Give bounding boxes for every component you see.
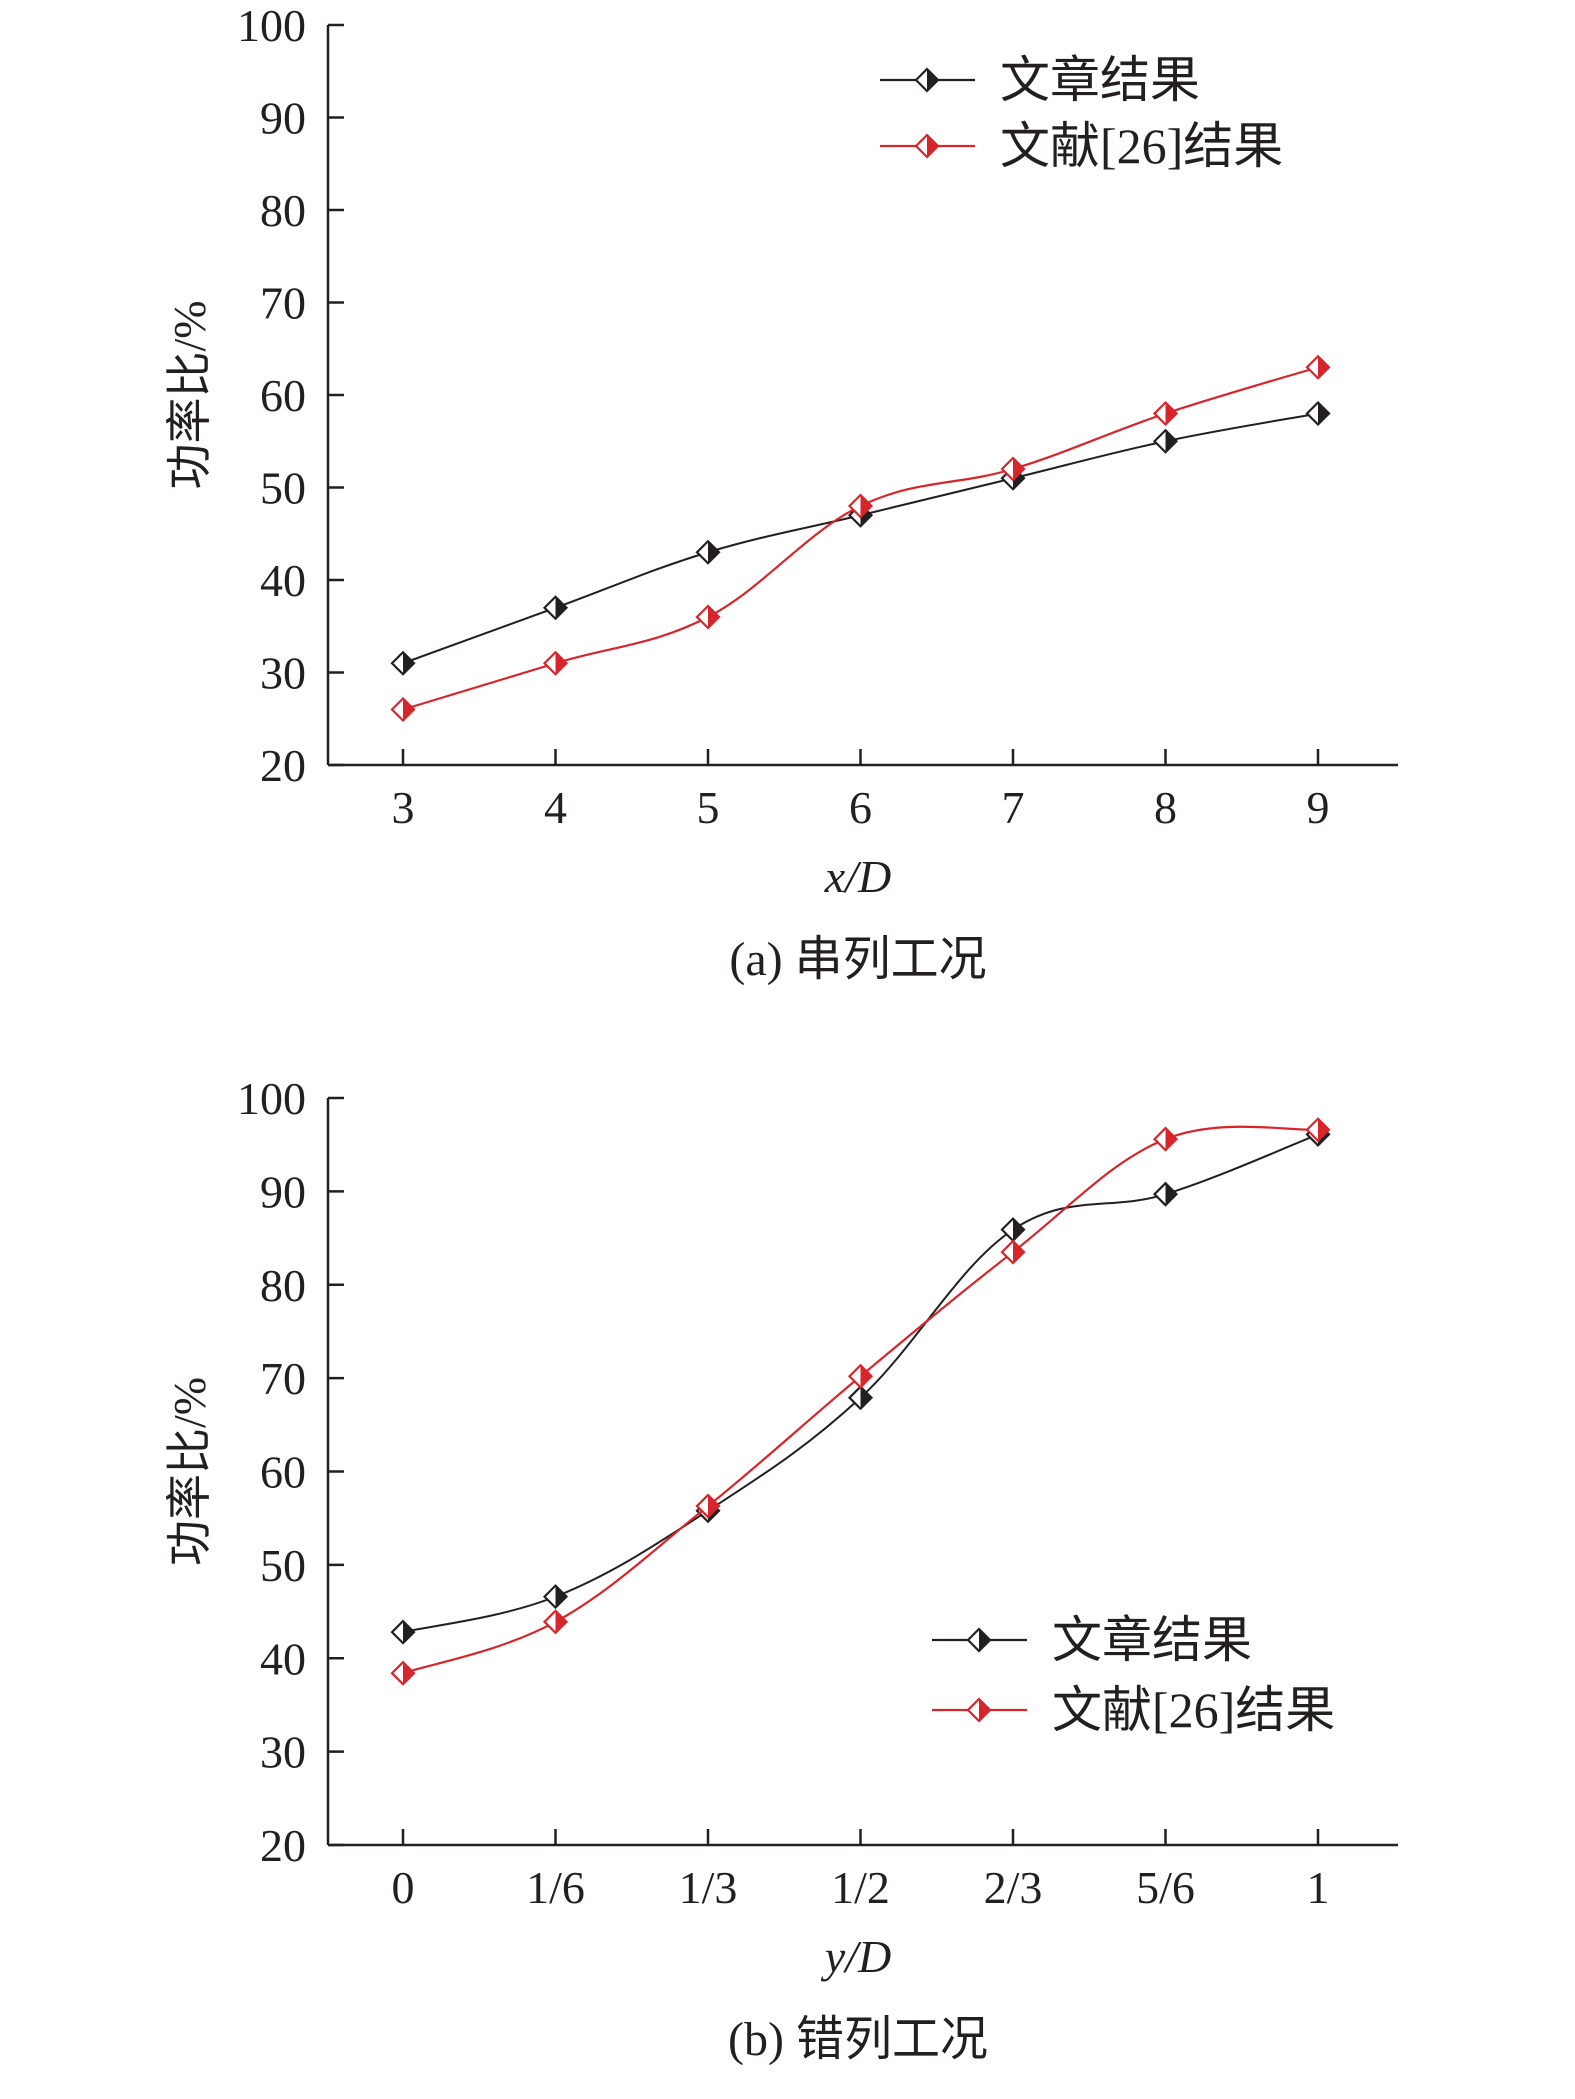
chart-a-legend-label-1: 文章结果 [1000,52,1200,108]
chart-b-series-2-point [1152,1126,1179,1152]
chart-a-y-tick-label: 80 [260,185,306,236]
chart-b-series-2-point [1305,1117,1331,1143]
chart-a-y-tick-label: 20 [260,740,306,791]
chart-a-series-1-point [1152,428,1179,454]
chart-a-series-2-point [1305,354,1331,380]
chart-b-series-2-point [390,1660,416,1686]
chart-a-series-1-point [542,595,569,621]
chart-b-x-tick-label: 2/3 [984,1862,1043,1913]
chart-a-y-tick-label: 30 [260,648,306,699]
chart-a: 20 30 40 50 60 70 80 90 100 3 4 5 6 7 8 9 功率比/% x/D 文章… [164,0,1398,986]
chart-a-series-2-point [695,604,721,630]
chart-b-series-2-point [695,1493,721,1519]
chart-a-x-tick-label: 9 [1307,782,1330,833]
chart-b-series-1-point [1152,1181,1179,1207]
chart-a-series-2-point [847,493,874,519]
chart-b-x-tick-label: 1 [1307,1862,1330,1913]
chart-a-x-tick-label: 3 [392,782,415,833]
chart-b-y-tick-label: 80 [260,1260,306,1311]
chart-a-legend: 文章结果 文献[26]结果 [880,52,1283,174]
chart-a-legend-marker-1 [914,67,940,93]
chart-b-y-tick-label: 90 [260,1166,306,1217]
chart-a-series-2-point [1000,456,1026,482]
chart-b-y-tick-label: 100 [237,1073,306,1124]
chart-b-y-tick-label: 30 [260,1727,306,1778]
chart-a-x-tick-label: 6 [849,782,872,833]
chart-a-x-tick-label: 4 [544,782,567,833]
chart-a-series [390,354,1331,723]
chart-b-series-1-point [542,1584,569,1610]
chart-a-series-2-point [390,696,416,723]
chart-b-legend-marker-1 [966,1627,992,1653]
chart-a-legend-marker-2 [914,133,940,159]
chart-a-x-tick-label: 5 [697,782,720,833]
chart-b-legend-label-1: 文章结果 [1052,1612,1252,1668]
chart-b-x-tick-label: 1/3 [679,1862,738,1913]
chart-a-x-tick-label: 8 [1154,782,1177,833]
chart-b-axes [326,1096,1398,1847]
chart-b-x-tick-label: 0 [392,1862,415,1913]
chart-a-series-2-point [542,650,569,676]
chart-a-series-2-point [1152,400,1179,427]
chart-a-series-line-1 [402,412,1319,665]
chart-b-legend-label-2: 文献[26]结果 [1052,1682,1335,1738]
chart-a-axes [326,23,1398,767]
chart-b-series-2-point [847,1363,874,1389]
chart-b-series-1-point [390,1619,416,1645]
chart-b-series-1-point [847,1385,874,1411]
chart-b-x-axis-title: y/D [821,1931,891,1982]
chart-a-x-axis-title: x/D [824,851,891,902]
chart-b-series [390,1117,1331,1686]
chart-a-series-line-2 [402,366,1319,711]
chart-a-series-1-point [390,650,416,676]
chart-b-x-tick-label: 1/2 [831,1862,890,1913]
chart-a-caption: (a) 串列工况 [729,933,986,986]
chart-a-legend-label-2: 文献[26]结果 [1000,118,1283,174]
chart-a-y-tick-label: 90 [260,93,306,144]
chart-b-x-tick-labels: 0 1/6 1/3 1/2 2/3 5/6 1 [392,1862,1330,1913]
chart-b-series-2-point [542,1609,569,1635]
chart-a-x-tick-label: 7 [1002,782,1025,833]
chart-b-x-tick-label: 1/6 [526,1862,585,1913]
chart-b-y-tick-label: 20 [260,1820,306,1871]
chart-a-y-tick-label: 70 [260,278,306,329]
chart-b-y-tick-label: 60 [260,1447,306,1498]
chart-b-y-tick-labels: 20 30 40 50 60 70 80 90 100 [237,1073,306,1871]
chart-b-x-tick-label: 5/6 [1136,1862,1195,1913]
chart-b: 20 30 40 50 60 70 80 90 100 0 1/6 1/3 1/2 2/3 5/6 1 功率… [164,1073,1398,2066]
chart-a-y-tick-labels: 20 30 40 50 60 70 80 90 100 [237,0,306,791]
chart-a-y-tick-label: 100 [237,0,306,51]
chart-b-series-1-point [1000,1217,1026,1243]
chart-a-y-tick-label: 40 [260,555,306,606]
chart-a-y-axis-title: 功率比/% [164,300,215,489]
chart-a-series-1-point [1305,400,1331,427]
chart-b-y-tick-label: 40 [260,1633,306,1684]
chart-b-legend-marker-2 [966,1697,992,1723]
chart-a-x-tick-labels: 3 4 5 6 7 8 9 [392,782,1330,833]
chart-b-legend: 文章结果 文献[26]结果 [932,1612,1335,1738]
chart-a-series-1-point [695,539,721,565]
chart-b-y-tick-label: 70 [260,1353,306,1404]
chart-b-y-tick-label: 50 [260,1540,306,1591]
chart-a-y-tick-label: 50 [260,463,306,514]
chart-a-y-tick-label: 60 [260,370,306,421]
chart-b-series-2-point [1000,1239,1026,1265]
chart-b-caption: (b) 错列工况 [728,2013,988,2066]
chart-b-y-axis-title: 功率比/% [164,1377,215,1566]
